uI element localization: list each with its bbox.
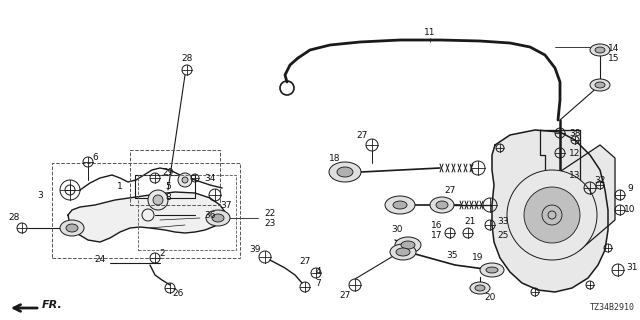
- Ellipse shape: [337, 167, 353, 177]
- Text: 28: 28: [8, 212, 20, 221]
- Text: 14: 14: [608, 44, 620, 52]
- Text: 6: 6: [92, 153, 98, 162]
- Text: 39: 39: [249, 245, 260, 254]
- Ellipse shape: [212, 214, 224, 222]
- Text: 1: 1: [117, 181, 123, 190]
- Ellipse shape: [480, 263, 504, 277]
- Ellipse shape: [507, 170, 597, 260]
- Text: 7: 7: [315, 278, 321, 287]
- Text: 24: 24: [94, 255, 106, 265]
- Text: 37: 37: [220, 201, 232, 210]
- Ellipse shape: [390, 244, 416, 260]
- Text: 27: 27: [444, 186, 456, 195]
- Text: 3: 3: [37, 190, 43, 199]
- Ellipse shape: [590, 44, 610, 56]
- Ellipse shape: [548, 211, 556, 219]
- Text: 26: 26: [172, 289, 184, 298]
- Text: 29: 29: [163, 167, 173, 177]
- Text: 31: 31: [627, 263, 637, 273]
- Text: 35: 35: [446, 251, 458, 260]
- Bar: [52, 163, 240, 258]
- Ellipse shape: [590, 79, 610, 91]
- Text: 28: 28: [181, 53, 193, 62]
- Ellipse shape: [153, 195, 163, 205]
- Text: 4: 4: [315, 268, 321, 276]
- Ellipse shape: [486, 267, 498, 273]
- Text: 21: 21: [464, 218, 476, 227]
- Text: 12: 12: [570, 148, 580, 157]
- Text: 34: 34: [204, 173, 216, 182]
- Text: 19: 19: [472, 253, 484, 262]
- Text: FR.: FR.: [42, 300, 63, 310]
- Text: 15: 15: [608, 53, 620, 62]
- Ellipse shape: [532, 195, 572, 235]
- Ellipse shape: [475, 285, 485, 291]
- Polygon shape: [492, 130, 608, 292]
- Ellipse shape: [401, 241, 415, 249]
- Text: 2: 2: [159, 250, 165, 259]
- Ellipse shape: [329, 162, 361, 182]
- Ellipse shape: [595, 82, 605, 88]
- Ellipse shape: [148, 190, 168, 210]
- Text: 9: 9: [627, 183, 633, 193]
- Text: 32: 32: [595, 175, 605, 185]
- Text: 33: 33: [497, 218, 509, 227]
- Text: 36: 36: [204, 211, 216, 220]
- Bar: [130, 150, 220, 205]
- Text: 16: 16: [431, 220, 443, 229]
- Text: 22: 22: [264, 209, 276, 218]
- Polygon shape: [555, 145, 615, 250]
- Text: 25: 25: [497, 230, 509, 239]
- Text: 5: 5: [165, 181, 171, 190]
- Bar: [138, 175, 236, 250]
- Polygon shape: [540, 130, 580, 200]
- Ellipse shape: [544, 207, 560, 223]
- Text: 27: 27: [300, 258, 310, 267]
- Ellipse shape: [385, 196, 415, 214]
- Text: 20: 20: [484, 292, 496, 301]
- Ellipse shape: [430, 197, 454, 213]
- Ellipse shape: [524, 187, 580, 243]
- Ellipse shape: [182, 177, 188, 183]
- Text: 23: 23: [264, 219, 276, 228]
- Ellipse shape: [60, 220, 84, 236]
- Ellipse shape: [595, 47, 605, 53]
- Ellipse shape: [542, 205, 562, 225]
- Text: 11: 11: [424, 28, 436, 36]
- Ellipse shape: [66, 224, 78, 232]
- Ellipse shape: [436, 201, 448, 209]
- Ellipse shape: [178, 173, 192, 187]
- Text: 27: 27: [339, 291, 351, 300]
- Text: 27: 27: [356, 131, 368, 140]
- Ellipse shape: [396, 248, 410, 256]
- Text: 38: 38: [569, 129, 580, 138]
- Text: TZ34B2910: TZ34B2910: [590, 303, 635, 312]
- Text: 8: 8: [165, 193, 171, 202]
- Text: 18: 18: [329, 154, 340, 163]
- Ellipse shape: [206, 210, 230, 226]
- Ellipse shape: [395, 237, 421, 253]
- Text: 17: 17: [431, 230, 443, 239]
- Ellipse shape: [470, 282, 490, 294]
- Text: 10: 10: [624, 205, 636, 214]
- Ellipse shape: [393, 201, 407, 209]
- Text: 30: 30: [391, 226, 403, 235]
- Polygon shape: [68, 192, 225, 242]
- Text: 13: 13: [569, 171, 580, 180]
